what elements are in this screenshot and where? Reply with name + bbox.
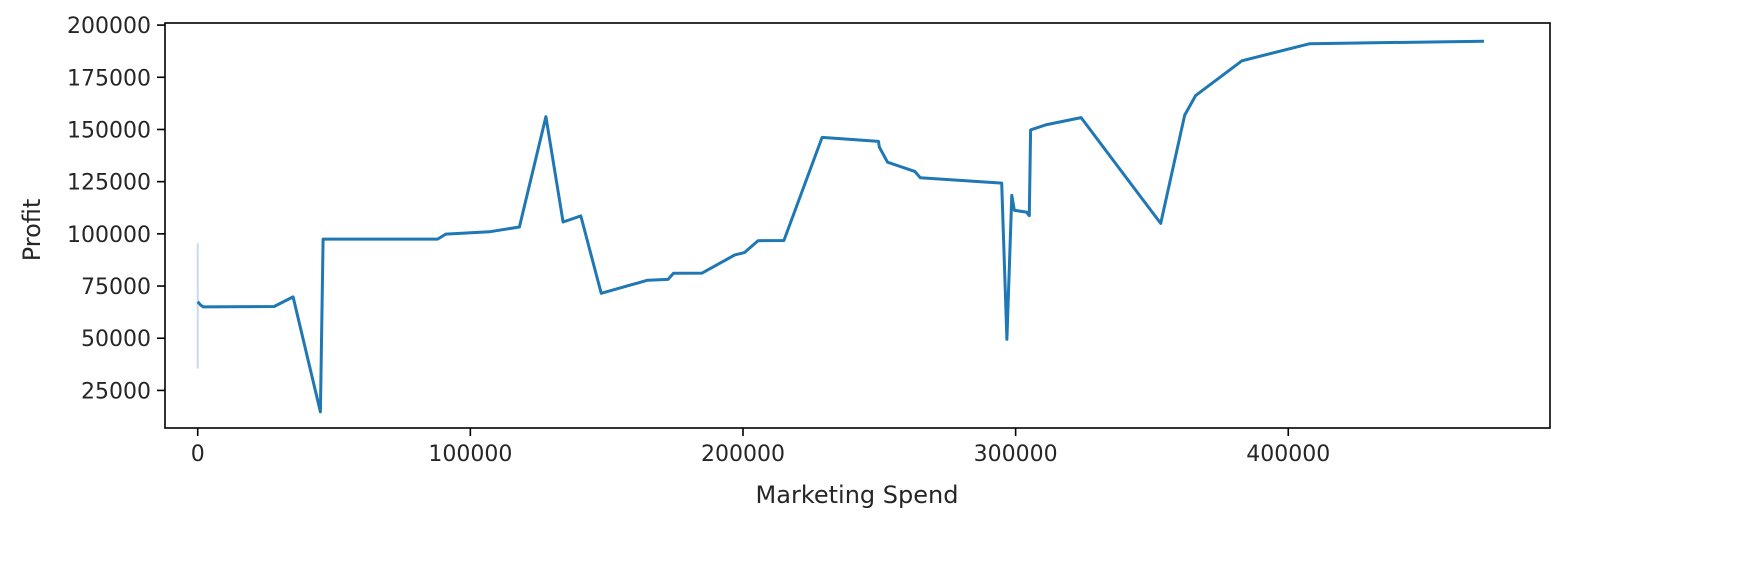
x-tick-label: 100000: [428, 442, 512, 467]
x-tick-label: 200000: [701, 442, 785, 467]
y-tick-label: 100000: [67, 223, 151, 248]
y-tick-label: 25000: [81, 379, 151, 404]
x-axis: 0 100000 200000 300000 400000: [191, 428, 1330, 467]
profit-line: [196, 39, 1485, 414]
x-tick-label: 400000: [1246, 442, 1330, 467]
series-layer: [196, 39, 1485, 414]
y-axis-label: Profit: [18, 199, 46, 262]
y-tick-label: 75000: [81, 275, 151, 300]
y-tick-label: 175000: [67, 66, 151, 91]
x-tick-label: 0: [191, 442, 205, 467]
y-axis: 25000 50000 75000 100000 125000 150000 175000 2…: [67, 14, 165, 404]
y-tick-label: 200000: [67, 14, 151, 39]
x-tick-label: 300000: [974, 442, 1058, 467]
plot-frame: [164, 22, 1551, 429]
y-tick-label: 50000: [81, 327, 151, 352]
y-tick-label: 125000: [67, 171, 151, 196]
y-tick-label: 150000: [67, 118, 151, 143]
x-axis-label: Marketing Spend: [756, 481, 959, 509]
